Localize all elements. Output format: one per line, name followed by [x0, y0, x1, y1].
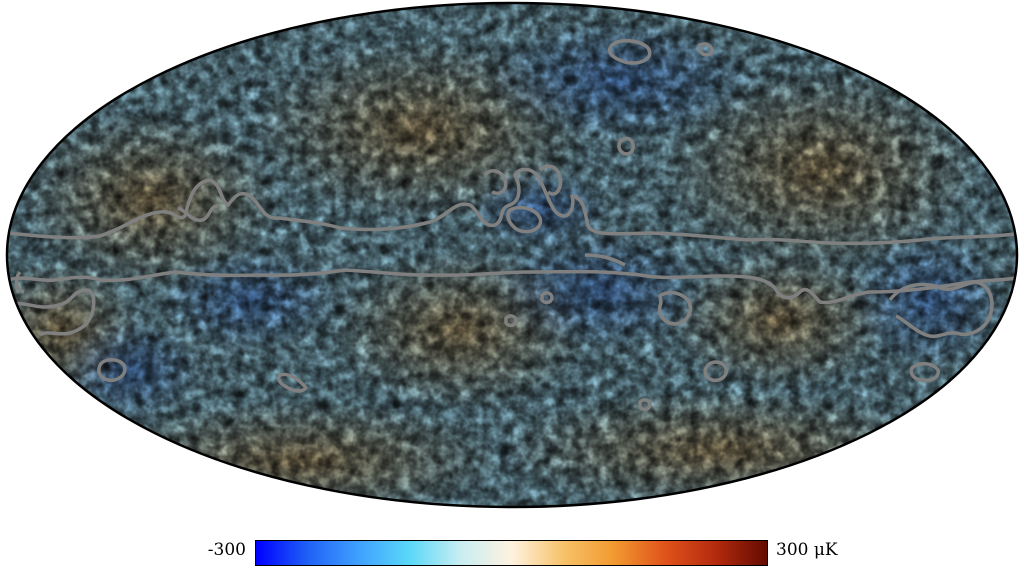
colorbar-min-label: -300: [207, 540, 246, 560]
map-outline: [5, 1, 1019, 509]
cmb-sky-map: [5, 1, 1019, 509]
colorbar-max-label: 300 μK: [776, 540, 838, 560]
colorbar: [255, 540, 768, 566]
galactic-mask-contour: [7, 39, 1017, 412]
